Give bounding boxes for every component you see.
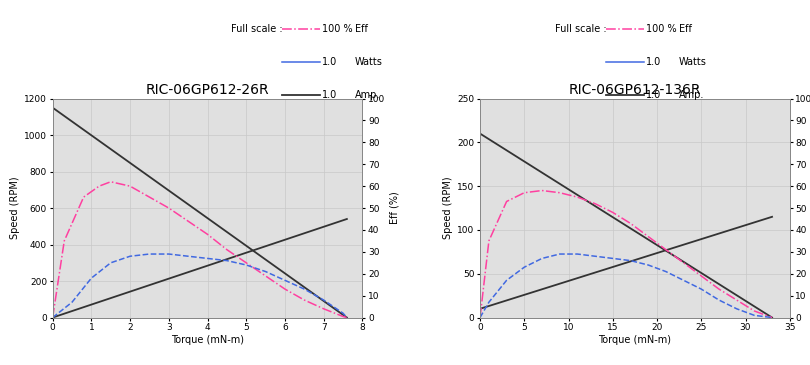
Text: Amp.: Amp. [679,90,704,100]
Text: 1.0: 1.0 [646,90,662,100]
Y-axis label: Eff (%): Eff (%) [390,192,399,224]
Text: Watts: Watts [679,57,706,67]
Text: Eff: Eff [679,24,692,34]
Text: Amp.: Amp. [355,90,380,100]
Text: 1.0: 1.0 [322,90,338,100]
Y-axis label: Speed (RPM): Speed (RPM) [443,177,453,239]
Text: 1.0: 1.0 [646,57,662,67]
Text: Watts: Watts [355,57,382,67]
Text: 1.0: 1.0 [322,57,338,67]
Text: Full scale :: Full scale : [231,24,283,34]
X-axis label: Torque (mN-m): Torque (mN-m) [599,335,671,345]
Title: RIC-06GP612-136R: RIC-06GP612-136R [569,83,701,97]
Title: RIC-06GP612-26R: RIC-06GP612-26R [146,83,269,97]
Text: Eff: Eff [355,24,368,34]
Y-axis label: Speed (RPM): Speed (RPM) [10,177,20,239]
Text: 100 %: 100 % [646,24,677,34]
Text: 100 %: 100 % [322,24,353,34]
X-axis label: Torque (mN-m): Torque (mN-m) [171,335,244,345]
Text: Full scale :: Full scale : [555,24,607,34]
